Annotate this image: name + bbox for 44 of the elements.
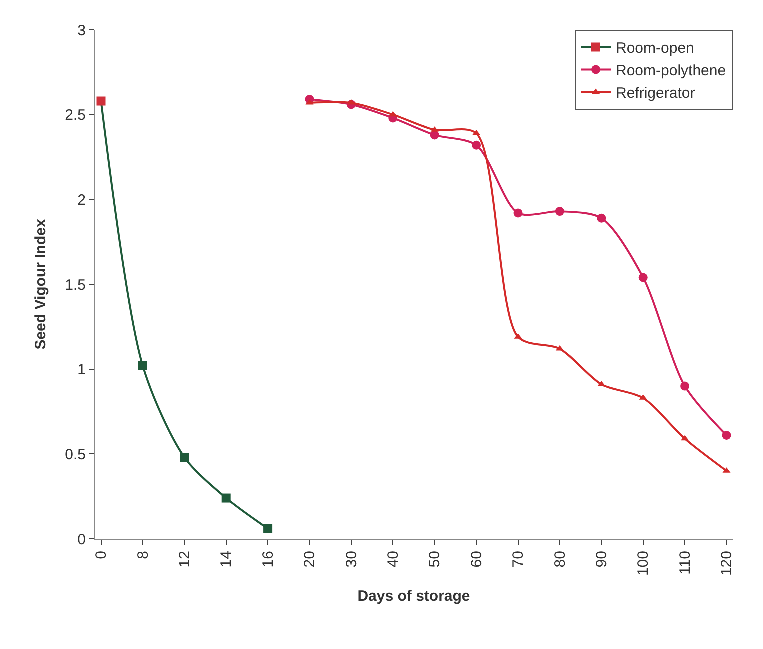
point bbox=[306, 99, 314, 105]
point bbox=[638, 273, 648, 282]
point bbox=[514, 208, 523, 218]
point bbox=[722, 431, 732, 440]
point bbox=[222, 494, 231, 503]
point bbox=[472, 140, 482, 150]
x-tick-label: 120 bbox=[718, 551, 736, 576]
point bbox=[556, 345, 564, 351]
x-tick-label: 0 bbox=[93, 551, 110, 560]
y-tick-label: 2 bbox=[78, 192, 86, 209]
point bbox=[264, 524, 273, 534]
point bbox=[597, 214, 606, 223]
x-tick-label: 100 bbox=[635, 551, 652, 576]
point bbox=[681, 435, 690, 441]
point bbox=[96, 96, 106, 106]
x-axis-title: Days of storage bbox=[358, 588, 470, 606]
x-tick-label: 80 bbox=[552, 551, 569, 568]
x-tick-label: 20 bbox=[302, 551, 319, 568]
point bbox=[555, 207, 564, 216]
legend-label: Room-open bbox=[616, 40, 694, 58]
x-tick-label: 60 bbox=[468, 551, 486, 568]
x-tick-label: 50 bbox=[426, 551, 444, 568]
x-tick-label: 12 bbox=[176, 551, 194, 568]
point bbox=[680, 382, 690, 391]
x-tick-label: 8 bbox=[134, 551, 152, 560]
x-tick-label: 14 bbox=[218, 551, 236, 568]
x-tick-label: 40 bbox=[385, 551, 402, 568]
y-axis-title: Seed Vigour Index bbox=[32, 218, 50, 350]
x-tick-label: 16 bbox=[260, 551, 277, 568]
legend-label: Room-polythene bbox=[616, 62, 726, 80]
legend-label: Refrigerator bbox=[616, 85, 696, 102]
x-tick-label: 110 bbox=[676, 551, 694, 575]
y-tick-label: 1.5 bbox=[65, 276, 86, 294]
x-tick-label: 70 bbox=[510, 551, 528, 568]
x-tick-label: 90 bbox=[594, 551, 611, 568]
y-tick-label: 0.5 bbox=[65, 446, 86, 464]
y-tick-label: 1 bbox=[78, 362, 86, 379]
point bbox=[347, 99, 356, 105]
point bbox=[138, 361, 148, 370]
y-tick-label: 3 bbox=[78, 22, 86, 40]
point bbox=[180, 453, 190, 462]
y-tick-label: 2.5 bbox=[65, 107, 86, 124]
y-tick-label: 0 bbox=[78, 531, 86, 548]
x-tick-label: 30 bbox=[343, 551, 360, 568]
